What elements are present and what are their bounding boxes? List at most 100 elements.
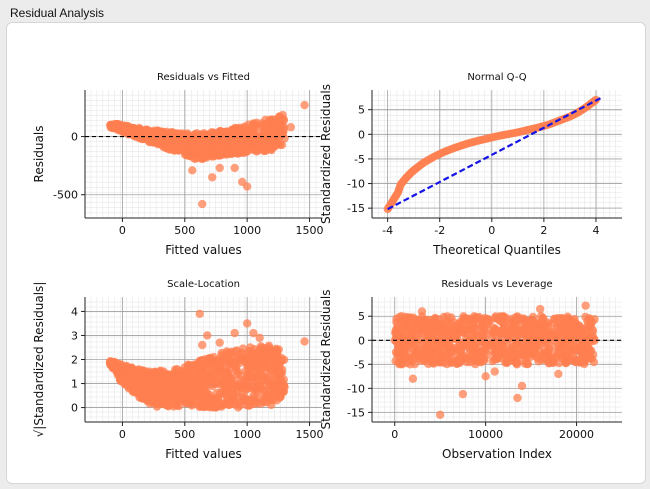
data-point <box>249 382 259 391</box>
data-point <box>204 354 214 363</box>
data-point <box>149 383 158 392</box>
data-point <box>405 360 415 369</box>
data-point <box>160 397 170 406</box>
data-point <box>119 124 128 133</box>
data-point <box>458 389 468 399</box>
data-point <box>570 357 580 366</box>
data-point <box>247 359 256 369</box>
data-point <box>415 329 424 338</box>
data-point <box>558 322 567 331</box>
data-point <box>149 368 158 378</box>
x-tick-label: 500 <box>174 428 195 441</box>
data-point <box>257 345 267 355</box>
data-point <box>141 375 150 385</box>
y-tick-label: 3 <box>71 329 78 342</box>
data-point <box>208 134 218 143</box>
data-point <box>213 394 223 403</box>
data-point <box>215 163 224 173</box>
x-tick-label: 0 <box>119 224 126 237</box>
data-point <box>522 317 531 326</box>
x-axis-label: Observation Index <box>442 447 552 461</box>
data-point <box>196 358 206 367</box>
chart-0: 0 500 1000 1500 -500 0 Residuals vs Fitted Fitt… <box>32 72 324 257</box>
x-tick-label: 500 <box>174 224 195 237</box>
data-point <box>171 388 180 397</box>
y-tick-label: 0 <box>71 131 78 144</box>
data-point <box>169 146 179 155</box>
data-point <box>126 365 136 374</box>
data-point <box>465 315 475 324</box>
data-point <box>268 115 277 124</box>
y-tick-label: 5 <box>358 310 365 323</box>
data-point <box>233 134 242 144</box>
data-point <box>239 392 248 402</box>
data-point <box>512 316 522 326</box>
x-tick-label: 1000 <box>233 224 261 237</box>
data-point <box>215 359 225 369</box>
data-point <box>271 128 280 138</box>
data-point <box>255 333 264 343</box>
data-point <box>157 374 166 384</box>
data-point <box>499 312 508 322</box>
data-point <box>109 122 118 132</box>
data-point <box>223 354 233 364</box>
data-point <box>261 145 271 154</box>
data-point <box>235 143 245 153</box>
data-point <box>530 339 539 349</box>
data-point <box>250 119 259 129</box>
data-point <box>221 368 230 377</box>
data-point <box>439 312 449 322</box>
y-axis-label: Standardized Residuals <box>319 84 333 224</box>
data-point <box>236 383 245 392</box>
data-point <box>161 382 170 391</box>
data-point <box>403 313 413 322</box>
y-tick-label: 0 <box>358 128 365 141</box>
data-point <box>538 333 547 342</box>
data-point <box>459 312 468 321</box>
data-point <box>473 313 482 322</box>
data-point <box>116 364 125 373</box>
chart-title: Normal Q-Q <box>467 72 526 83</box>
data-point <box>398 325 407 334</box>
data-point <box>550 342 559 351</box>
data-point <box>188 398 198 408</box>
window-titlebar: Residual Analysis <box>0 0 650 22</box>
data-point <box>227 374 236 384</box>
data-point <box>535 304 545 314</box>
y-tick-label: -15 <box>347 202 365 215</box>
data-point <box>513 393 522 403</box>
data-point <box>152 402 162 411</box>
data-point <box>154 391 164 400</box>
data-point <box>268 352 277 361</box>
data-point <box>546 354 555 363</box>
data-point <box>576 348 586 357</box>
data-point <box>273 139 283 149</box>
data-point <box>508 346 517 355</box>
data-point <box>461 339 470 348</box>
data-point <box>397 359 407 369</box>
x-tick-label: 1500 <box>296 428 324 441</box>
data-point <box>419 338 429 347</box>
data-point <box>447 313 456 322</box>
data-point <box>237 355 246 365</box>
y-tick-label: -15 <box>347 406 365 419</box>
data-point <box>506 328 515 337</box>
data-point <box>215 338 224 347</box>
data-point <box>562 314 571 324</box>
data-point <box>412 344 421 353</box>
data-point <box>181 143 190 152</box>
y-tick-label: 0 <box>358 334 365 347</box>
x-tick-label: -2 <box>434 224 445 237</box>
y-axis-label: √|Standardized Residuals| <box>32 282 46 438</box>
data-point <box>276 117 286 127</box>
window-title: Residual Analysis <box>10 6 105 20</box>
data-point <box>454 356 464 365</box>
data-point <box>204 149 213 159</box>
data-point <box>300 337 309 346</box>
data-point <box>191 372 200 382</box>
data-point <box>533 353 542 363</box>
data-point <box>554 369 563 379</box>
data-point <box>586 346 596 355</box>
data-point <box>522 335 531 344</box>
data-point <box>481 347 490 356</box>
